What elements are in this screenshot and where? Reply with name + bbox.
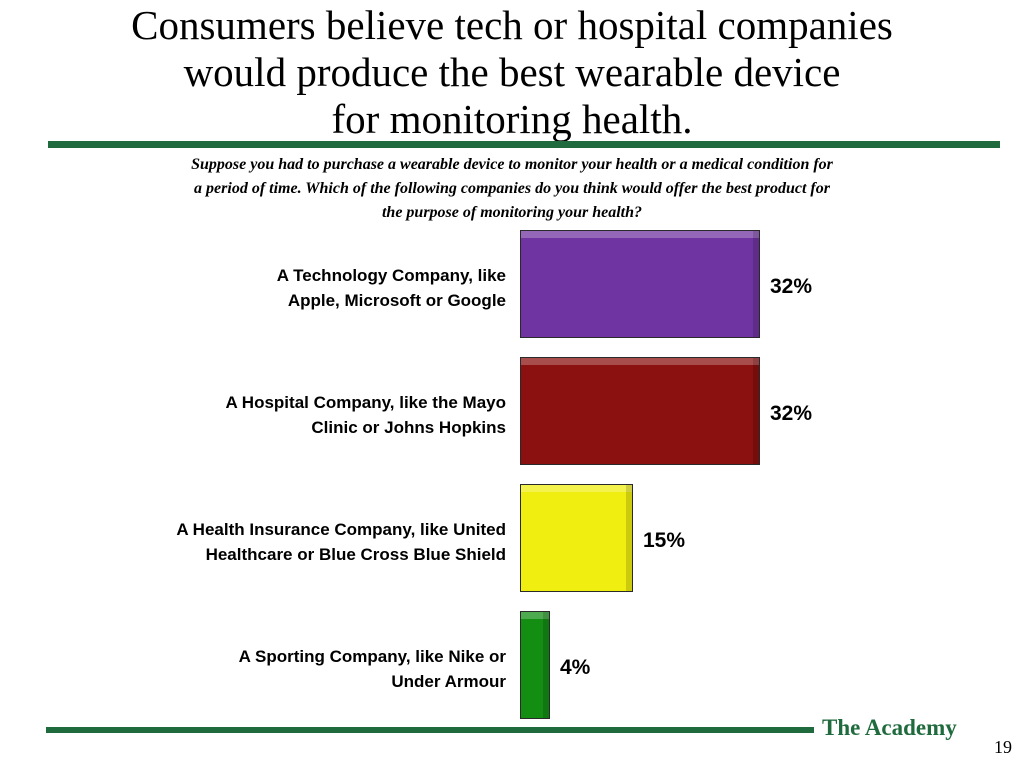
survey-question: Suppose you had to purchase a wearable d… xyxy=(100,153,924,225)
category-label-line: A Hospital Company, like the Mayo xyxy=(225,393,506,412)
category-label-line: A Sporting Company, like Nike or xyxy=(238,647,506,666)
value-label: 4% xyxy=(560,656,591,679)
title-divider xyxy=(48,141,1000,148)
bar xyxy=(520,611,550,719)
slide-title: Consumers believe tech or hospital compa… xyxy=(40,2,984,143)
value-label: 32% xyxy=(770,275,813,298)
page-number: 19 xyxy=(994,737,1012,757)
question-line-1: Suppose you had to purchase a wearable d… xyxy=(191,156,833,173)
category-label: A Technology Company, like Apple, Microso… xyxy=(66,263,506,313)
value-label: 32% xyxy=(770,402,813,425)
category-label-line: Clinic or Johns Hopkins xyxy=(311,418,506,437)
question-line-3: the purpose of monitoring your health? xyxy=(381,204,643,221)
brand-name: The Academy xyxy=(822,715,957,740)
category-label: A Health Insurance Company, like United H… xyxy=(66,517,506,567)
title-line-3: for monitoring health. xyxy=(331,96,693,142)
category-label: A Sporting Company, like Nike or Under Ar… xyxy=(66,644,506,694)
category-label-line: Apple, Microsoft or Google xyxy=(287,291,506,310)
category-label-line: Under Armour xyxy=(391,672,506,691)
bar xyxy=(520,357,760,465)
question-line-2: a period of time. Which of the following… xyxy=(194,180,830,197)
category-label: A Hospital Company, like the Mayo Clinic … xyxy=(66,390,506,440)
title-line-1: Consumers believe tech or hospital compa… xyxy=(131,2,893,48)
category-label-line: Healthcare or Blue Cross Blue Shield xyxy=(205,545,506,564)
title-line-2: would produce the best wearable device xyxy=(183,49,841,95)
bar xyxy=(520,230,760,338)
value-label: 15% xyxy=(643,529,686,552)
bar xyxy=(520,484,633,592)
category-label-line: A Technology Company, like xyxy=(276,266,506,285)
category-label-line: A Health Insurance Company, like United xyxy=(176,520,506,539)
footer-divider xyxy=(46,727,814,733)
